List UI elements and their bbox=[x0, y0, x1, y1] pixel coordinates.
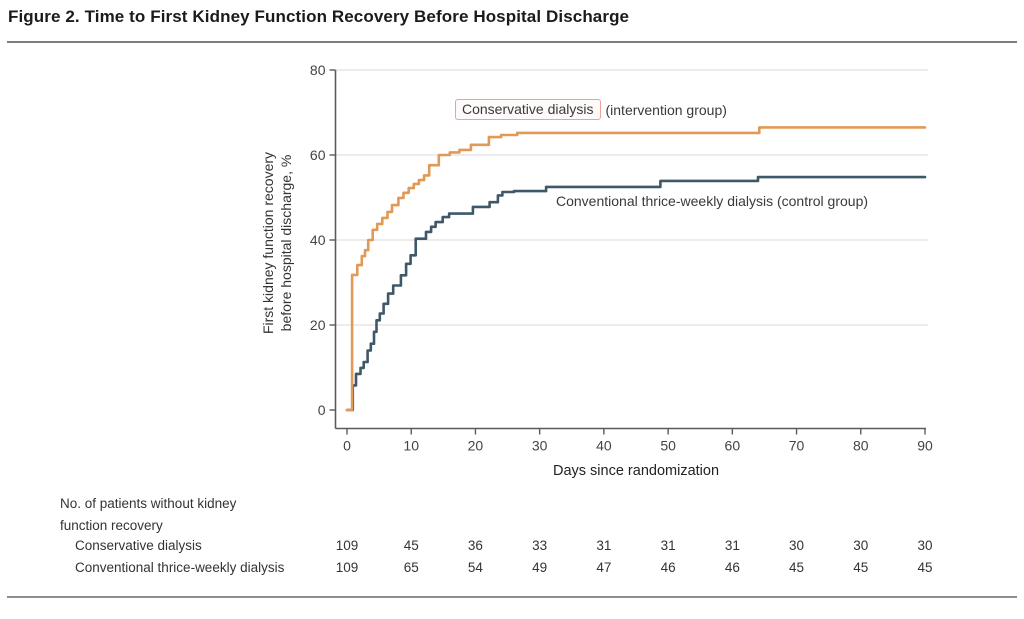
x-tick-label: 10 bbox=[403, 438, 419, 454]
x-tick-label: 50 bbox=[660, 438, 676, 454]
figure-title: Figure 2. Time to First Kidney Function … bbox=[8, 7, 630, 26]
risk-count: 31 bbox=[596, 538, 612, 553]
x-tick-label: 60 bbox=[725, 438, 741, 454]
y-tick-label: 0 bbox=[318, 402, 326, 418]
legend-conservative: Conservative dialysis (intervention grou… bbox=[455, 99, 727, 120]
bottom-divider bbox=[7, 596, 1017, 598]
conventional-curve bbox=[345, 175, 927, 412]
y-tick-label: 20 bbox=[310, 317, 326, 333]
y-axis-title-line1: First kidney function recovery bbox=[260, 151, 276, 335]
conservative-curve bbox=[345, 126, 927, 412]
risk-count: 45 bbox=[789, 560, 805, 575]
risk-count: 65 bbox=[403, 560, 419, 575]
risk-count: 46 bbox=[660, 560, 676, 575]
risk-count: 45 bbox=[403, 538, 419, 553]
risk-count: 30 bbox=[789, 538, 805, 553]
y-axis-title: First kidney function recovery before ho… bbox=[259, 53, 295, 433]
risk-count: 30 bbox=[917, 538, 933, 553]
x-tick-label: 20 bbox=[468, 438, 484, 454]
title-divider bbox=[7, 41, 1017, 43]
risk-count: 49 bbox=[532, 560, 548, 575]
risk-table-header-line1: No. of patients without kidney bbox=[60, 496, 237, 511]
risk-count: 30 bbox=[853, 538, 869, 553]
risk-count: 36 bbox=[467, 538, 483, 553]
x-axis-title: Days since randomization bbox=[552, 463, 720, 479]
risk-table-header-line2: function recovery bbox=[60, 518, 163, 533]
x-tick-label: 30 bbox=[532, 438, 548, 454]
risk-row-label-conservative: Conservative dialysis bbox=[75, 538, 202, 553]
risk-count: 33 bbox=[532, 538, 548, 553]
x-tick-label: 80 bbox=[853, 438, 869, 454]
x-tick-label: 70 bbox=[789, 438, 805, 454]
risk-count: 45 bbox=[917, 560, 933, 575]
risk-count: 47 bbox=[596, 560, 612, 575]
y-tick-label: 60 bbox=[310, 147, 326, 163]
risk-count: 45 bbox=[853, 560, 869, 575]
risk-count: 31 bbox=[724, 538, 740, 553]
y-tick-label: 40 bbox=[310, 232, 326, 248]
x-tick-label: 0 bbox=[343, 438, 351, 454]
y-axis-title-line2: before hospital discharge, % bbox=[278, 154, 294, 332]
risk-count: 31 bbox=[660, 538, 676, 553]
risk-count: 46 bbox=[724, 560, 740, 575]
risk-count: 109 bbox=[335, 560, 359, 575]
risk-count: 109 bbox=[335, 538, 359, 553]
x-tick-label: 40 bbox=[596, 438, 612, 454]
x-tick-label: 90 bbox=[917, 438, 933, 454]
risk-count: 54 bbox=[467, 560, 483, 575]
legend-conventional: Conventional thrice-weekly dialysis (con… bbox=[556, 193, 869, 209]
conservative-dialysis-boxed-label: Conservative dialysis bbox=[455, 99, 601, 120]
conservative-dialysis-label-suffix: (intervention group) bbox=[605, 101, 727, 118]
risk-row-label-conventional: Conventional thrice-weekly dialysis bbox=[75, 560, 285, 575]
y-tick-label: 80 bbox=[310, 62, 326, 78]
